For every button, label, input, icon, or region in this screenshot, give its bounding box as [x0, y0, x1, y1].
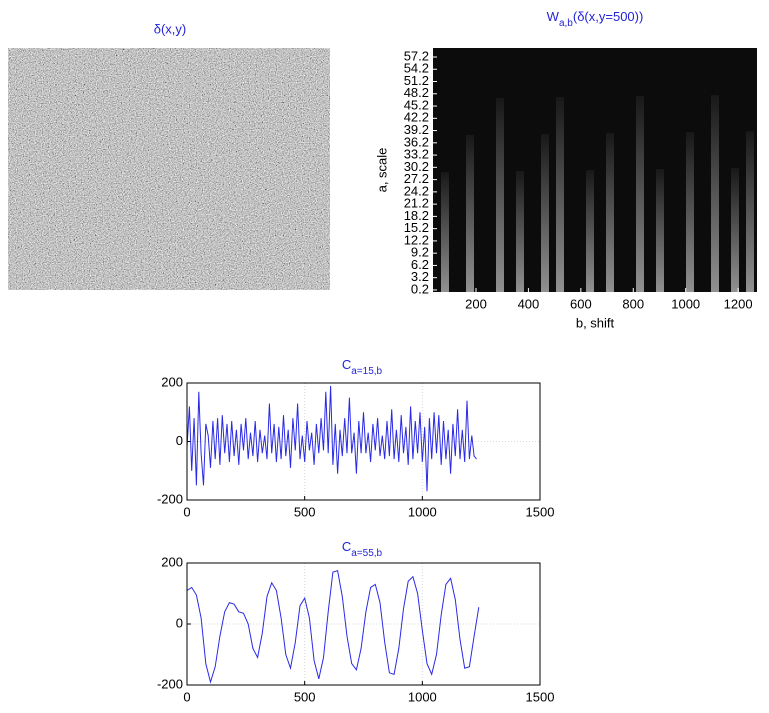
streak: [656, 169, 664, 292]
x-tick-label: 0: [183, 504, 190, 519]
data-line: [186, 385, 477, 492]
y-tick-label: 0: [176, 433, 183, 448]
streak: [731, 168, 739, 292]
y-tick-label: 24.2: [404, 183, 429, 198]
x-tick-label: 800: [622, 296, 644, 311]
y-tick-label: -200: [157, 491, 183, 506]
streak: [496, 98, 504, 292]
axes-frame: [186, 562, 541, 686]
noise-image: [8, 48, 330, 290]
panel-title: Ca=15,b: [342, 357, 383, 376]
y-tick-label: 48.2: [404, 85, 429, 100]
axes-frame: [186, 382, 541, 501]
streak: [606, 133, 614, 292]
x-tick-label: 1000: [408, 504, 437, 519]
y-tick-label: 9.2: [411, 245, 429, 260]
panel-title: Wa,b(δ(x,y=500)): [547, 9, 644, 28]
x-tick-label: 1000: [671, 296, 700, 311]
title-rest: (δ(x,y=500)): [573, 9, 643, 24]
streak: [746, 131, 754, 292]
title-main: W: [547, 9, 560, 24]
streak: [636, 96, 644, 292]
streak: [466, 135, 474, 292]
y-tick-label: 3.2: [411, 269, 429, 284]
x-tick-label: 1000: [408, 689, 437, 704]
y-tick-label: 12.2: [404, 232, 429, 247]
title-sub: a=55,b: [351, 548, 382, 559]
x-tick-label: 1500: [526, 689, 555, 704]
streak: [541, 134, 549, 292]
panel-title: δ(x,y): [154, 21, 187, 36]
x-tick-label: 600: [570, 296, 592, 311]
y-tick-label: 33.2: [404, 147, 429, 162]
y-tick-label: 51.2: [404, 73, 429, 88]
x-axis-label: b, shift: [576, 315, 615, 330]
y-tick-label: 18.2: [404, 208, 429, 223]
title-main: C: [342, 357, 351, 372]
y-tick-label: 39.2: [404, 122, 429, 137]
y-tick-label: 200: [161, 554, 183, 569]
y-axis-label: a, scale: [374, 148, 389, 193]
y-tick-label: 45.2: [404, 97, 429, 112]
y-tick-label: 36.2: [404, 134, 429, 149]
title-main: C: [342, 539, 351, 554]
y-tick-label: 21.2: [404, 196, 429, 211]
title-sub: a,b: [559, 18, 573, 29]
streak: [586, 170, 594, 292]
scalogram-streaks: [441, 95, 754, 292]
y-tick-label: 0: [176, 615, 183, 630]
y-tick-label: 27.2: [404, 171, 429, 186]
y-tick-label: 30.2: [404, 159, 429, 174]
x-tick-label: 1200: [724, 296, 753, 311]
scalogram-image: [433, 48, 757, 292]
y-tick-label: 42.2: [404, 110, 429, 125]
y-tick-label: -200: [157, 676, 183, 691]
y-tick-label: 54.2: [404, 61, 429, 76]
x-tick-label: 500: [294, 689, 316, 704]
streak: [516, 171, 524, 292]
y-tick-label: 57.2: [404, 48, 429, 63]
title-sub: a=15,b: [351, 366, 382, 377]
x-tick-label: 0: [183, 689, 190, 704]
streak: [686, 132, 694, 292]
streak: [441, 172, 449, 292]
y-tick-label: 200: [161, 374, 183, 389]
y-tick-label: 0.2: [411, 281, 429, 296]
x-tick-label: 1500: [526, 504, 555, 519]
streak: [711, 95, 719, 292]
data-line: [186, 569, 480, 684]
x-tick-label: 400: [518, 296, 540, 311]
panel-title: Ca=55,b: [342, 539, 383, 558]
x-tick-label: 200: [465, 296, 487, 311]
y-tick-label: 6.2: [411, 257, 429, 272]
streak: [556, 97, 564, 292]
y-tick-label: 15.2: [404, 220, 429, 235]
x-tick-label: 500: [294, 504, 316, 519]
